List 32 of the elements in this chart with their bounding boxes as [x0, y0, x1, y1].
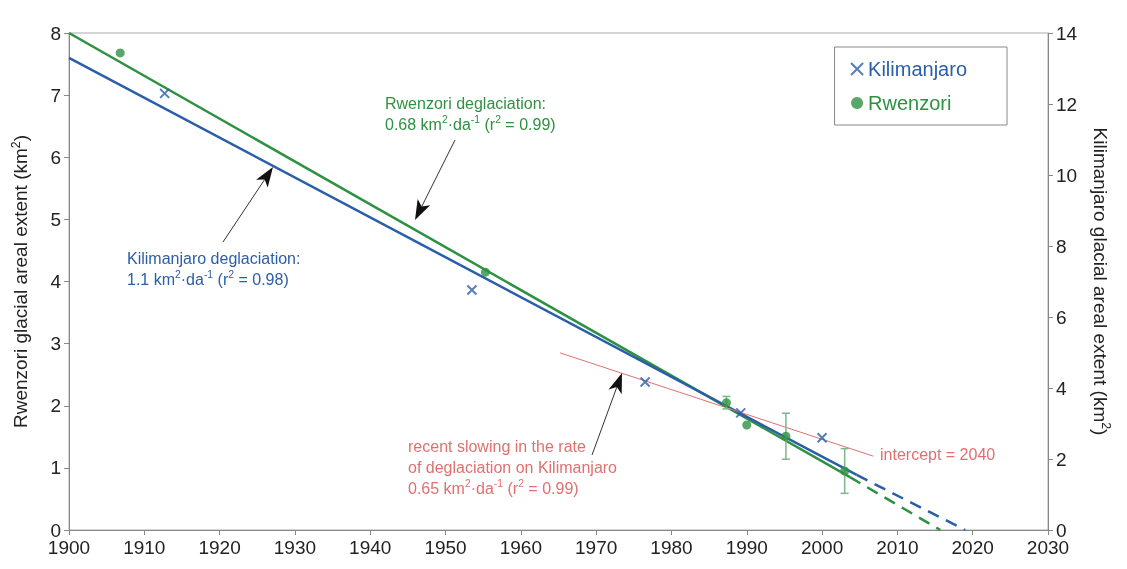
y2-axis-title: Kilimanjaro glacial areal extent (km2): [1090, 127, 1113, 436]
legend-label: Rwenzori: [868, 92, 952, 114]
y-tick-label: 8: [50, 22, 61, 44]
y2-tick-label: 12: [1056, 93, 1078, 115]
y-tick-label: 4: [50, 271, 62, 292]
y2-tick-label: 14: [1056, 22, 1078, 44]
x-tick-label: 1990: [725, 537, 768, 558]
x-tick-label: 1970: [575, 537, 618, 558]
y-tick-label: 5: [50, 208, 61, 230]
y-tick-label: 3: [50, 333, 61, 355]
x-tick-label: 2000: [800, 537, 844, 558]
x-tick-label: 1910: [123, 537, 166, 558]
y-tick-label: 7: [50, 84, 61, 106]
y2-tick-label: 2: [1056, 448, 1067, 470]
y2-tick-label: 10: [1056, 164, 1078, 186]
x-tick-label: 1940: [349, 537, 392, 558]
y2-tick-label: 6: [1056, 306, 1067, 328]
annotation: intercept = 2040: [880, 446, 996, 463]
y-axis-title: Rwenzori glacial areal extent (km2): [8, 134, 31, 429]
y-tick-label: 6: [50, 146, 61, 168]
legend-label: Kilimanjaro: [868, 58, 968, 80]
x-tick-label: 1920: [198, 537, 241, 558]
y2-tick-label: 4: [1056, 377, 1067, 399]
y2-tick-label: 8: [1056, 235, 1067, 257]
x-tick-label: 2020: [951, 537, 994, 558]
y-tick-label: 2: [50, 395, 61, 417]
y-tick-label: 1: [50, 457, 61, 479]
x-tick-label: 1960: [499, 537, 542, 558]
x-tick-label: 1930: [273, 537, 317, 558]
x-tick-label: 1980: [650, 537, 693, 558]
x-tick-label: 2010: [876, 537, 919, 558]
x-tick-label: 1950: [424, 537, 467, 558]
